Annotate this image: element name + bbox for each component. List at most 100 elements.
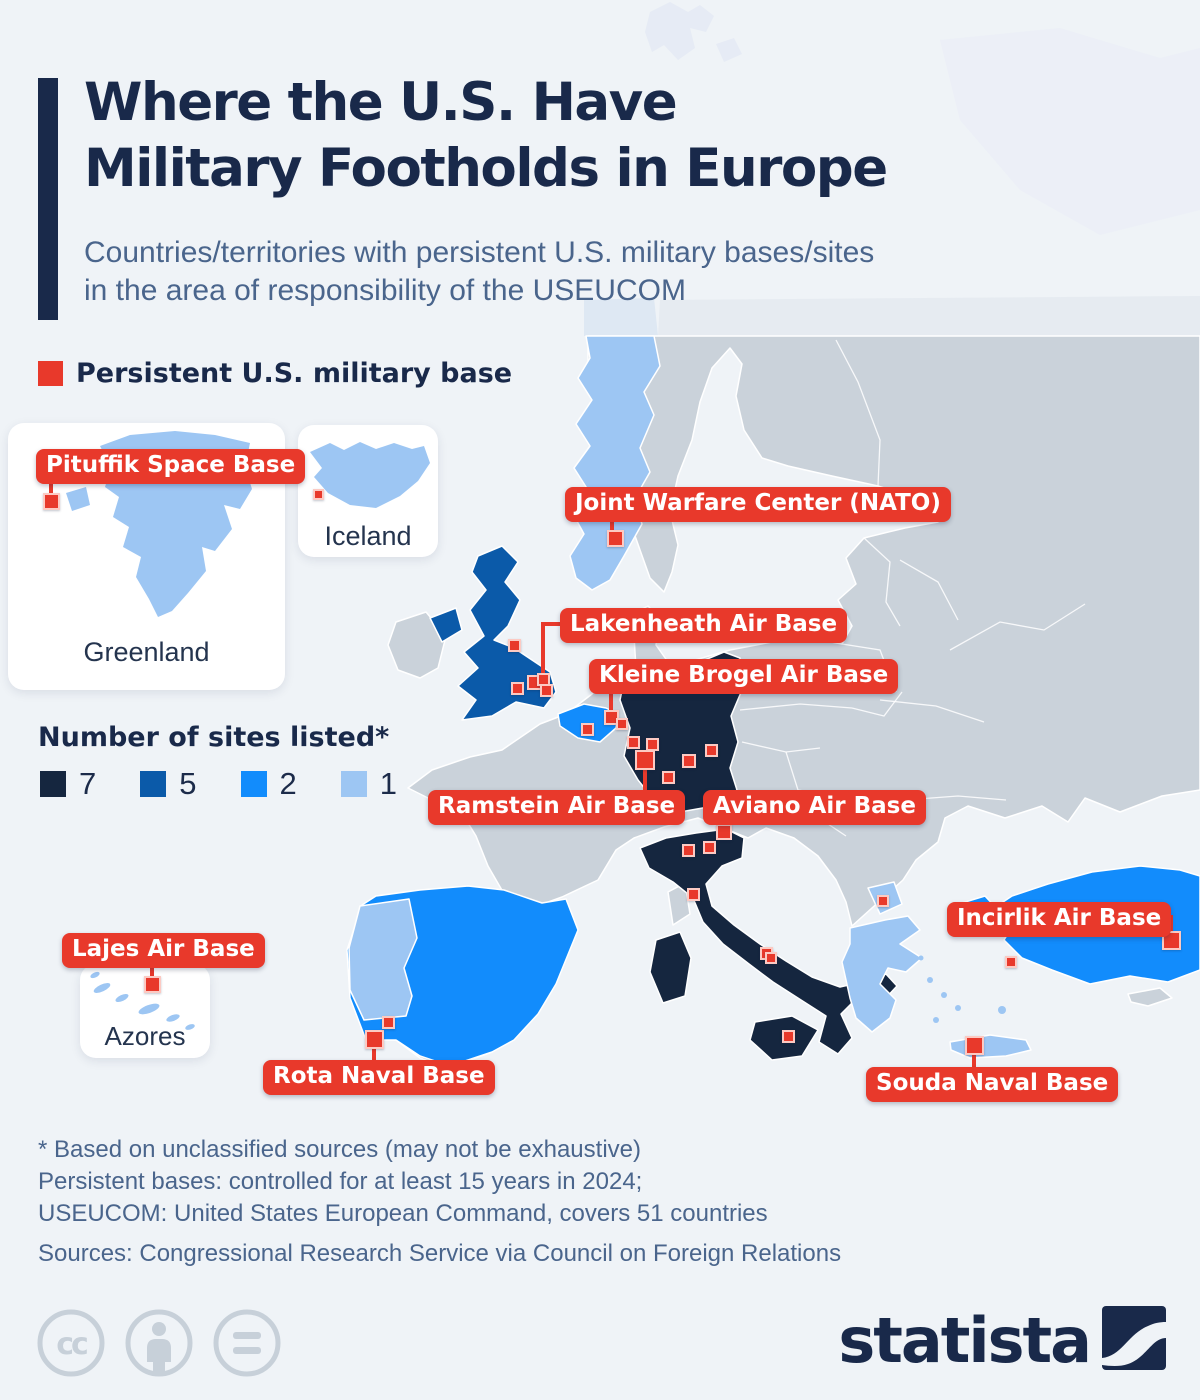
marker-legend-swatch bbox=[38, 361, 63, 386]
country-greece bbox=[841, 915, 923, 1033]
base-marker bbox=[381, 1015, 395, 1029]
aegean-island bbox=[955, 1005, 961, 1011]
base-marker bbox=[716, 824, 732, 840]
iceland-label: Iceland bbox=[324, 521, 412, 551]
country-landmass bbox=[347, 335, 1200, 1069]
page-title-line1: Where the U.S. Have bbox=[84, 72, 678, 133]
cc-attribution-icon bbox=[125, 1309, 193, 1377]
country-portugal bbox=[348, 898, 418, 1021]
country-border-line bbox=[899, 559, 959, 621]
sites-class-swatch bbox=[240, 771, 267, 797]
sites-legend-title: Number of sites listed* bbox=[38, 722, 390, 753]
country-border-line bbox=[739, 703, 853, 711]
statista-wordmark: statista bbox=[838, 1304, 1092, 1377]
sites-class-swatch bbox=[40, 771, 66, 797]
base-label-lajes: Lajes Air Base bbox=[62, 933, 265, 968]
base-label-lakenheath: Lakenheath Air Base bbox=[560, 608, 848, 643]
cc-license-icons: cc bbox=[37, 1309, 281, 1377]
page-subtitle-line2: in the area of responsibility of the USE… bbox=[84, 274, 686, 307]
base-marker bbox=[877, 895, 889, 907]
country-border-line bbox=[851, 691, 903, 717]
footnote-2: Persistent bases: controlled for at leas… bbox=[38, 1168, 643, 1195]
country-norway bbox=[569, 335, 661, 591]
page-title-line2: Military Footholds in Europe bbox=[84, 138, 888, 199]
base-marker bbox=[686, 887, 700, 901]
base-marker bbox=[661, 770, 675, 784]
country-sardinia bbox=[649, 931, 692, 1004]
page-subtitle-line1: Countries/territories with persistent U.… bbox=[84, 236, 875, 269]
base-marker bbox=[635, 750, 655, 770]
base-marker bbox=[616, 718, 628, 730]
sources-line: Sources: Congressional Research Service … bbox=[38, 1240, 842, 1267]
base-marker bbox=[702, 840, 716, 854]
base-marker bbox=[964, 1035, 984, 1055]
base-marker bbox=[143, 975, 161, 993]
azores-label: Azores bbox=[104, 1021, 186, 1051]
country-italy bbox=[639, 828, 898, 1055]
base-marker bbox=[781, 1029, 795, 1043]
faint-background-map bbox=[584, 2, 1200, 336]
footnote-3: USEUCOM: United States European Command,… bbox=[38, 1200, 768, 1227]
base-marker bbox=[507, 638, 521, 652]
base-marker bbox=[682, 754, 696, 768]
base-marker bbox=[539, 683, 553, 697]
title-accent-bar bbox=[38, 78, 58, 320]
base-marker bbox=[645, 737, 659, 751]
base-label-ramstein: Ramstein Air Base bbox=[428, 790, 686, 825]
base-marker bbox=[765, 952, 777, 964]
base-marker bbox=[510, 681, 524, 695]
base-marker bbox=[312, 488, 324, 500]
country-border-line bbox=[879, 699, 985, 723]
base-marker bbox=[42, 492, 60, 510]
aegean-island bbox=[998, 1006, 1006, 1014]
sites-class-value: 7 bbox=[79, 766, 97, 801]
country-border-line bbox=[863, 537, 901, 627]
base-marker bbox=[681, 843, 695, 857]
greenland-label: Greenland bbox=[83, 637, 210, 667]
cc-equal-icon bbox=[213, 1309, 281, 1377]
base-label-incirlik: Incirlik Air Base bbox=[947, 902, 1172, 937]
cc-icon: cc bbox=[37, 1309, 105, 1377]
sites-class-swatch bbox=[140, 771, 167, 797]
base-marker bbox=[603, 709, 619, 725]
aegean-island bbox=[927, 977, 933, 983]
aegean-island bbox=[918, 955, 924, 961]
iceland-shape bbox=[310, 442, 430, 508]
sites-class-5: 5 bbox=[140, 766, 197, 802]
sites-legend-row: 7 5 2 1 bbox=[40, 766, 397, 802]
aegean-island bbox=[941, 992, 947, 998]
sites-class-value: 2 bbox=[279, 766, 297, 801]
country-northern-ireland bbox=[429, 607, 463, 643]
base-marker bbox=[364, 1029, 384, 1049]
sites-class-2: 2 bbox=[240, 766, 297, 802]
footnote-1: * Based on unclassified sources (may not… bbox=[38, 1136, 641, 1163]
svg-text:cc: cc bbox=[56, 1327, 87, 1362]
statista-logo-icon bbox=[1102, 1306, 1166, 1370]
base-label-souda: Souda Naval Base bbox=[866, 1067, 1119, 1102]
base-marker bbox=[1005, 956, 1017, 968]
country-cyprus bbox=[1127, 987, 1173, 1007]
base-label-rota: Rota Naval Base bbox=[263, 1060, 495, 1095]
marker-legend-label: Persistent U.S. military base bbox=[76, 358, 513, 389]
base-label-jwc: Joint Warfare Center (NATO) bbox=[565, 487, 951, 522]
sites-class-7: 7 bbox=[40, 766, 96, 802]
sites-class-1: 1 bbox=[340, 766, 397, 802]
base-label-aviano: Aviano Air Base bbox=[703, 790, 926, 825]
base-marker bbox=[704, 743, 718, 757]
sites-class-value: 1 bbox=[379, 766, 397, 801]
aegean-island bbox=[933, 1017, 939, 1023]
base-label-pituffik: Pituffik Space Base bbox=[36, 449, 306, 484]
country-border-line bbox=[835, 339, 881, 487]
base-label-kleine-brogel: Kleine Brogel Air Base bbox=[589, 659, 899, 694]
sites-class-value: 5 bbox=[179, 766, 197, 801]
sites-class-swatch bbox=[340, 771, 367, 797]
country-ireland bbox=[387, 611, 447, 679]
base-marker bbox=[580, 722, 594, 736]
country-border-line bbox=[949, 603, 1086, 651]
base-marker bbox=[626, 735, 640, 749]
azores-shape bbox=[90, 971, 195, 1030]
base-marker bbox=[606, 529, 624, 547]
